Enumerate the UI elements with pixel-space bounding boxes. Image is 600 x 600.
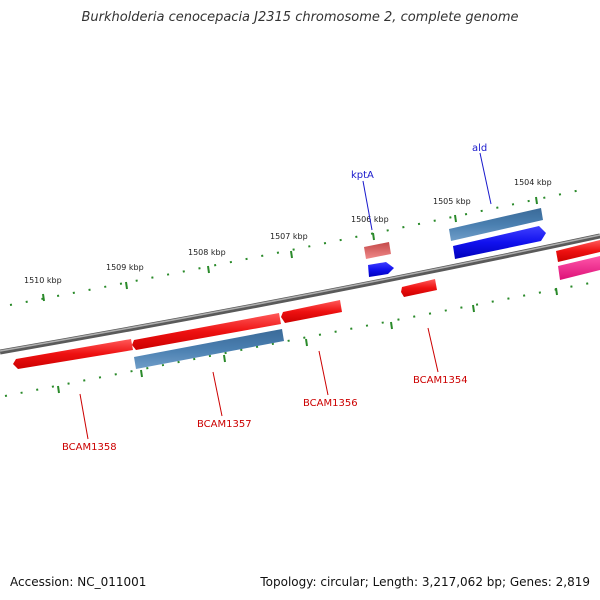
gene-ald-steel[interactable]: [449, 208, 543, 241]
gene-right-pink[interactable]: [558, 256, 600, 280]
topology-summary: Topology: circular; Length: 3,217,062 bp…: [260, 575, 590, 589]
major-ticks-upper: [42, 196, 538, 302]
gene-label-kpta[interactable]: kptA: [351, 170, 374, 181]
gene-kpta-blue[interactable]: [368, 262, 394, 277]
tick-label-1508: 1508 kbp: [188, 248, 226, 257]
gene-bcam1354[interactable]: [401, 279, 437, 297]
gene-label-bcam1356[interactable]: BCAM1356: [303, 398, 358, 409]
tick-label-1509: 1509 kbp: [106, 263, 144, 272]
tick-label-1505: 1505 kbp: [433, 197, 471, 206]
gene-bcam1357-steel[interactable]: [134, 329, 284, 369]
map-title: Burkholderia cenocepacia J2315 chromosom…: [81, 10, 519, 25]
gene-label-ald[interactable]: ald: [472, 143, 487, 154]
tick-label-1507: 1507 kbp: [270, 232, 308, 241]
tick-label-1510: 1510 kbp: [24, 276, 62, 285]
leader-lines-red: [79, 327, 439, 440]
accession-text: Accession: NC_011001: [10, 575, 147, 589]
gene-bcam1356[interactable]: [281, 300, 342, 323]
gene-bcam1358[interactable]: [13, 339, 133, 369]
gene-right-red[interactable]: [556, 240, 600, 262]
gene-label-bcam1357[interactable]: BCAM1357: [197, 419, 252, 430]
chromosome-backbone: [0, 233, 600, 355]
gene-ald-blue[interactable]: [453, 226, 546, 259]
gene-label-bcam1354[interactable]: BCAM1354: [413, 375, 468, 386]
gene-kpta-faded[interactable]: [364, 242, 391, 259]
leader-lines-blue: [362, 152, 492, 231]
lower-tick-track: [4, 282, 591, 397]
tick-label-1504: 1504 kbp: [514, 178, 552, 187]
major-ticks-lower: [57, 287, 558, 394]
gene-label-bcam1358[interactable]: BCAM1358: [62, 442, 117, 453]
gene-bcam1357[interactable]: [132, 313, 281, 350]
